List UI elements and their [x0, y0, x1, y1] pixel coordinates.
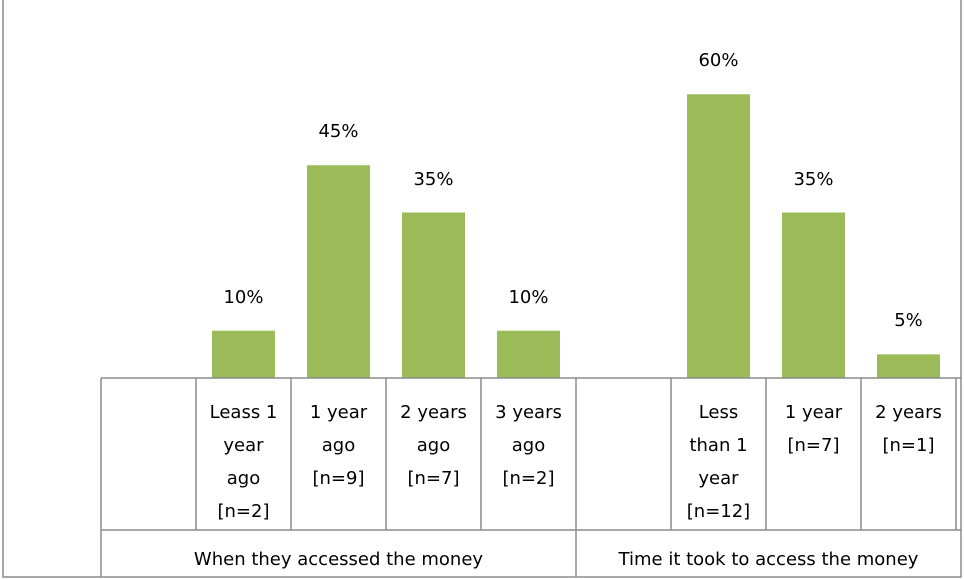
bar — [402, 212, 465, 378]
data-label: 35% — [793, 168, 834, 190]
data-label: 10% — [508, 286, 549, 308]
x-tick-label: 1 year ago [n=9] — [309, 402, 368, 489]
x-tick-label: 1 year [n=7] — [784, 402, 843, 456]
x-tick-label: 2 years [n=1] — [875, 402, 942, 456]
bar — [687, 94, 750, 379]
bar — [497, 330, 560, 378]
bar — [877, 354, 940, 378]
group-label: Time it took to access the money — [618, 549, 919, 570]
x-tick-label: 2 years ago [n=7] — [400, 402, 467, 489]
group-label: When they accessed the money — [193, 549, 484, 570]
data-label: 60% — [698, 50, 739, 72]
x-tick-label: 3 years ago [n=2] — [495, 402, 562, 489]
bar — [212, 330, 275, 378]
data-label: 10% — [223, 286, 264, 308]
x-tick-label: Leass 1 year ago [n=2] — [209, 402, 278, 522]
bar — [782, 212, 845, 378]
data-label: 45% — [318, 121, 359, 143]
x-tick-label: Less than 1 year [n=12] — [686, 402, 751, 522]
data-label: 35% — [413, 168, 454, 190]
data-label: 5% — [894, 310, 923, 332]
bar — [307, 165, 370, 378]
